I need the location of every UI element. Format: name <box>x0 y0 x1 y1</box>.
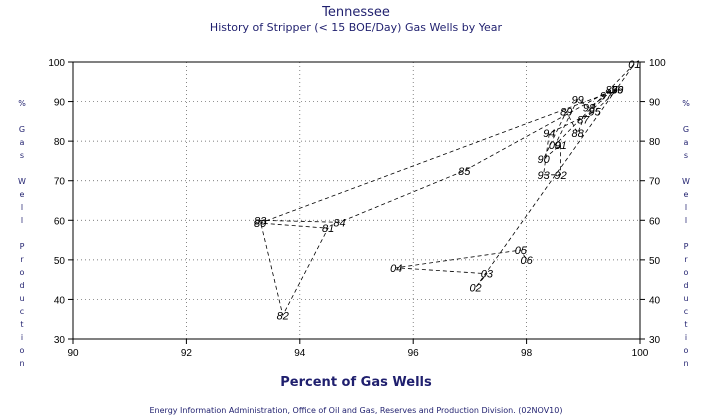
year-label: 81 <box>322 223 334 235</box>
y-axis-right: 30 40 50 60 70 80 90 100 <box>640 58 666 346</box>
year-label: 91 <box>554 140 566 152</box>
y-axis-left: 30 40 50 60 70 80 90 100 <box>48 58 73 346</box>
year-label: 01 <box>628 59 640 71</box>
year-label: 96 <box>611 85 624 97</box>
footer-credit: Energy Information Administration, Offic… <box>150 406 563 415</box>
x-axis: 90 92 94 96 98 100 <box>67 339 649 359</box>
x-tick-label: 98 <box>521 348 533 359</box>
y-tick-label-left: 40 <box>54 295 66 306</box>
year-label: 93 <box>537 170 550 182</box>
year-label: 02 <box>469 283 481 295</box>
year-label: 00 <box>549 140 562 152</box>
year-label: 89 <box>560 106 572 118</box>
y-tick-label-right: 40 <box>649 295 661 306</box>
year-label: 80 <box>254 218 267 230</box>
y-tick-label-right: 80 <box>649 137 661 148</box>
x-tick-label: 90 <box>67 348 79 359</box>
year-label: 90 <box>537 154 550 166</box>
y-tick-label-right: 90 <box>649 98 661 109</box>
year-label: 95 <box>589 106 602 118</box>
plot-frame <box>72 61 641 340</box>
y-tick-label-right: 60 <box>649 216 661 227</box>
year-label: 86 <box>606 85 619 97</box>
chart-subtitle: History of Stripper (< 15 BOE/Day) Gas W… <box>210 21 503 34</box>
x-tick-label: 100 <box>632 348 649 359</box>
y-tick-label-right: 100 <box>649 58 666 69</box>
year-label: 99 <box>572 95 584 107</box>
y-tick-label-left: 60 <box>54 216 66 227</box>
x-tick-label: 96 <box>408 348 420 359</box>
year-label: 79 <box>611 85 623 97</box>
year-label: 83 <box>254 215 267 227</box>
year-label: 94 <box>543 128 555 140</box>
y-tick-label-right: 50 <box>649 256 661 267</box>
series-path <box>259 63 635 317</box>
year-label: 87 <box>577 114 590 126</box>
year-label: 06 <box>520 255 533 267</box>
year-label: 04 <box>390 263 402 275</box>
year-label: 84 <box>333 217 345 229</box>
y-tick-label-left: 70 <box>54 177 66 188</box>
year-label: 85 <box>458 166 471 178</box>
y-tick-label-left: 90 <box>54 98 66 109</box>
y-tick-label-left: 30 <box>54 335 66 346</box>
y-tick-label-left: 50 <box>54 256 66 267</box>
x-tick-label: 94 <box>294 348 306 359</box>
year-label: 88 <box>572 128 585 140</box>
y-tick-label-right: 30 <box>649 335 661 346</box>
year-label: 03 <box>481 269 494 281</box>
x-axis-label: Percent of Gas Wells <box>280 375 432 390</box>
x-tick-label: 92 <box>181 348 193 359</box>
year-label: 98 <box>583 103 596 115</box>
y-tick-label-left: 80 <box>54 137 66 148</box>
year-label: 05 <box>515 245 528 257</box>
y-tick-label-left: 100 <box>48 58 65 69</box>
year-label: 82 <box>277 310 289 322</box>
year-label: 92 <box>554 170 566 182</box>
chart-title: Tennessee <box>321 5 390 20</box>
y-tick-label-right: 70 <box>649 177 661 188</box>
year-label: 97 <box>600 91 613 103</box>
gridlines <box>72 61 641 340</box>
